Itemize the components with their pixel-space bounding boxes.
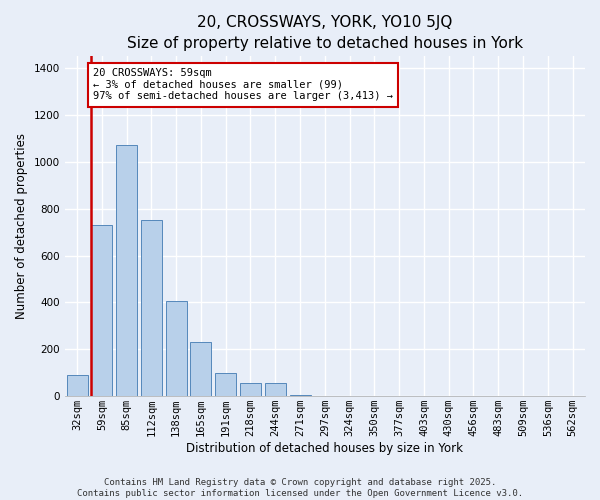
Y-axis label: Number of detached properties: Number of detached properties [15,133,28,320]
Bar [215,372,236,396]
Bar [240,384,261,396]
Text: Contains HM Land Registry data © Crown copyright and database right 2025.
Contai: Contains HM Land Registry data © Crown c… [77,478,523,498]
Bar [91,225,112,396]
Bar [190,342,211,396]
X-axis label: Distribution of detached houses by size in York: Distribution of detached houses by size … [187,442,463,455]
Bar [290,395,311,396]
Title: 20, CROSSWAYS, YORK, YO10 5JQ
Size of property relative to detached houses in Yo: 20, CROSSWAYS, YORK, YO10 5JQ Size of pr… [127,15,523,51]
Bar [67,375,88,396]
Bar [265,384,286,396]
Bar [166,301,187,396]
Bar [116,146,137,396]
Text: 20 CROSSWAYS: 59sqm
← 3% of detached houses are smaller (99)
97% of semi-detache: 20 CROSSWAYS: 59sqm ← 3% of detached hou… [93,68,393,102]
Bar [141,220,162,396]
